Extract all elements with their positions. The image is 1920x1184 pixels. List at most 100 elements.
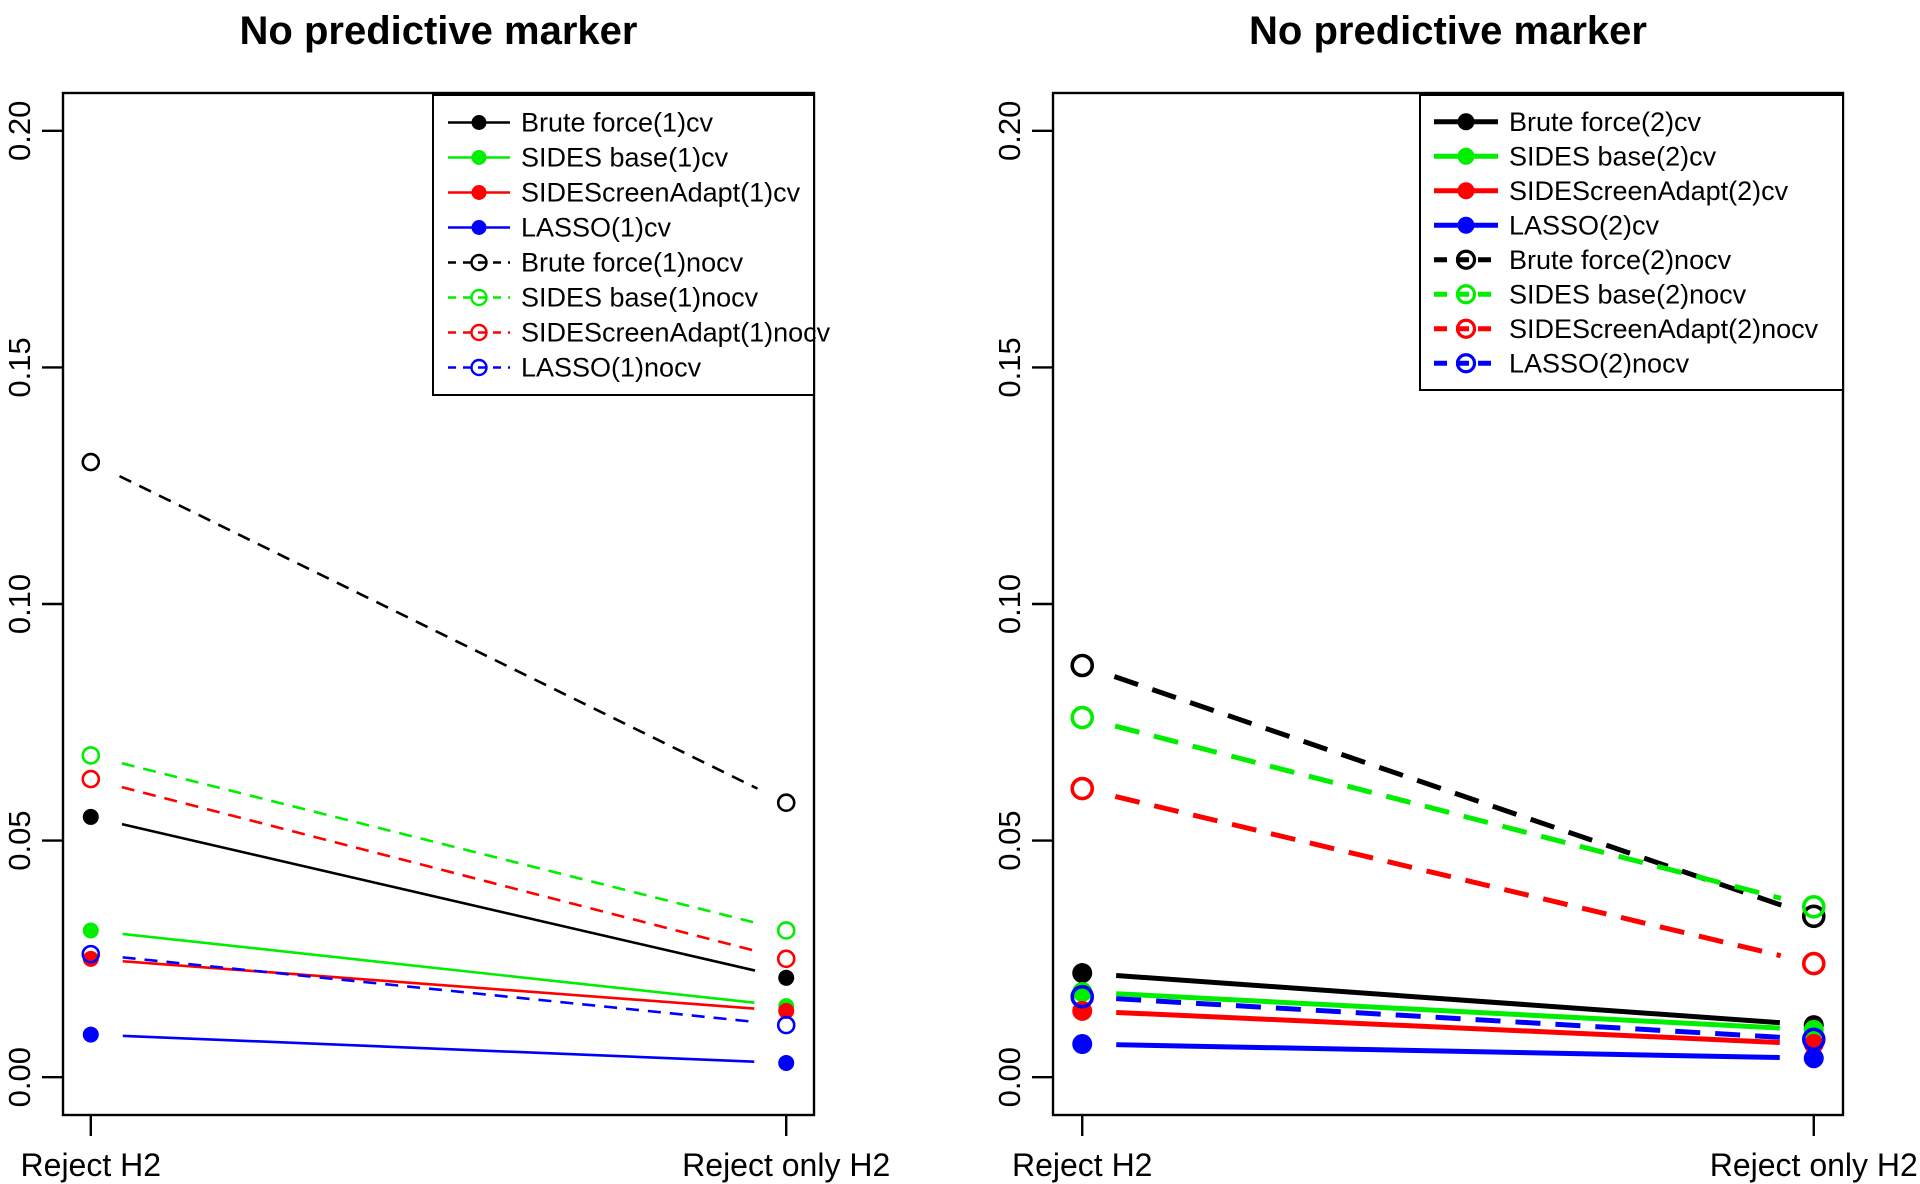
series-line-SIDES base(1)nocv	[121, 761, 756, 924]
legend-marker-sample	[1455, 353, 1477, 374]
series-line-LASSO(1)nocv	[122, 956, 755, 1024]
series-line-SIDES base(1)cv	[122, 932, 755, 1005]
legend-marker-sample	[1455, 249, 1477, 270]
legend-marker-sample	[1455, 318, 1477, 339]
legend-entry: LASSO(2)cv	[1434, 210, 1660, 240]
legend-entry: LASSO(1)nocv	[448, 353, 702, 383]
x-tick-label: Reject only H2	[682, 1147, 890, 1183]
legend-label: SIDEScreenAdapt(1)nocv	[521, 318, 831, 348]
y-tick-label: 0.05	[2, 810, 37, 870]
series-marker-SIDEScreenAdapt(1)nocv	[776, 949, 796, 969]
legend-label: SIDES base(2)nocv	[1509, 279, 1747, 309]
legend-entry: Brute force(1)cv	[448, 108, 714, 138]
series-marker-SIDEScreenAdapt(2)nocv	[1801, 951, 1826, 976]
series-line-SIDEScreenAdapt(2)cv	[1116, 1009, 1780, 1045]
legend-marker-sample	[471, 220, 487, 235]
series-marker-Brute force(1)cv	[778, 969, 795, 986]
legend-marker-sample	[1457, 216, 1475, 234]
legend-label: SIDES base(2)cv	[1509, 141, 1717, 171]
panel-1: No predictive marker 0.00 0.05 0.10 0.15 0.20…	[2, 9, 890, 1183]
series-marker-LASSO(1)cv	[778, 1054, 795, 1071]
legend-label: Brute force(1)cv	[521, 108, 714, 138]
legend-label: LASSO(1)nocv	[521, 353, 702, 383]
y-tick-label: 0.20	[2, 101, 37, 161]
legend-box	[432, 94, 815, 396]
series-marker-SIDES base(2)nocv	[1801, 895, 1826, 919]
legend-entry: Brute force(2)cv	[1434, 107, 1702, 137]
series-marker-LASSO(2)nocv	[1070, 984, 1095, 1009]
series-marker-LASSO(1)cv	[82, 1026, 99, 1043]
legend-marker-sample	[471, 185, 487, 200]
series-line-SIDES base(2)cv	[1116, 991, 1780, 1031]
series-marker-SIDES base(1)nocv	[776, 921, 796, 940]
series-marker-Brute force(2)nocv	[1070, 653, 1095, 678]
series-marker-SIDES base(1)nocv	[81, 746, 101, 765]
y-tick-label: 0.10	[992, 574, 1027, 634]
legend-entry: Brute force(2)nocv	[1434, 245, 1732, 275]
series-marker-SIDEScreenAdapt(2)nocv	[1070, 776, 1095, 801]
legend: Brute force(2)cv SIDES base(2)cv SIDEScree…	[1419, 94, 1844, 391]
series-marker-Brute force(1)nocv	[776, 793, 796, 813]
legend-label: SIDEScreenAdapt(2)cv	[1509, 176, 1789, 206]
legend-marker-sample	[1457, 147, 1475, 165]
legend-entry: Brute force(1)nocv	[448, 248, 744, 278]
x-tick-label: Reject H2	[1012, 1147, 1153, 1183]
legend-entry: SIDES base(1)nocv	[448, 283, 759, 313]
legend-label: Brute force(2)cv	[1509, 107, 1702, 137]
series-line-Brute force(1)nocv	[118, 474, 759, 790]
series-marker-Brute force(1)cv	[82, 808, 99, 825]
legend-label: SIDEScreenAdapt(2)nocv	[1509, 314, 1819, 344]
legend-marker-sample	[1457, 113, 1475, 131]
legend-label: LASSO(2)cv	[1509, 210, 1660, 240]
legend-label: LASSO(1)cv	[521, 213, 672, 243]
legend-entry: SIDES base(2)nocv	[1434, 279, 1747, 309]
series-marker-LASSO(2)cv	[1803, 1048, 1824, 1069]
legend-entry: SIDES base(1)cv	[448, 143, 729, 173]
chart-title: No predictive marker	[1249, 9, 1647, 53]
series-marker-LASSO(1)nocv	[81, 944, 101, 964]
series-line-SIDEScreenAdapt(1)nocv	[121, 785, 756, 953]
series-line-Brute force(2)cv	[1115, 972, 1781, 1026]
series-marker-Brute force(2)nocv	[1801, 904, 1826, 929]
legend-entry: SIDEScreenAdapt(2)cv	[1434, 176, 1789, 206]
legend-entry: SIDES base(2)cv	[1434, 141, 1717, 171]
legend-entry: SIDEScreenAdapt(2)nocv	[1434, 314, 1819, 344]
x-tick-label: Reject only H2	[1710, 1147, 1918, 1183]
legend-marker-sample	[470, 288, 488, 307]
legend-marker-sample	[1457, 182, 1475, 200]
series-line-SIDES base(2)nocv	[1114, 723, 1782, 901]
legend-label: SIDES base(1)cv	[521, 143, 729, 173]
series-line-LASSO(2)nocv	[1116, 996, 1780, 1040]
legend-entry: LASSO(2)nocv	[1434, 348, 1690, 378]
legend-label: SIDES base(1)nocv	[521, 283, 759, 313]
legend-marker-sample	[471, 150, 487, 165]
legend-entry: LASSO(1)cv	[448, 213, 672, 243]
series-marker-LASSO(1)nocv	[776, 1015, 796, 1035]
y-tick-label: 0.10	[2, 574, 37, 634]
legend: Brute force(1)cv SIDES base(1)cv SIDEScree…	[432, 94, 831, 396]
series-marker-SIDEScreenAdapt(1)cv	[82, 950, 99, 967]
y-tick-label: 0.20	[992, 101, 1027, 161]
series-line-Brute force(1)cv	[121, 822, 756, 972]
series-marker-Brute force(1)nocv	[81, 452, 101, 472]
legend-label: Brute force(1)nocv	[521, 248, 744, 278]
legend-label: SIDEScreenAdapt(1)cv	[521, 178, 801, 208]
series-marker-Brute force(2)cv	[1072, 963, 1093, 984]
legend-label: LASSO(2)nocv	[1509, 348, 1690, 378]
legend-entry: SIDEScreenAdapt(1)cv	[448, 178, 801, 208]
legend-marker-sample	[471, 115, 487, 130]
y-tick-label: 0.15	[992, 337, 1027, 397]
legend-box	[1419, 94, 1844, 391]
series-marker-SIDEScreenAdapt(1)nocv	[81, 769, 101, 789]
y-tick-label: 0.00	[2, 1047, 37, 1107]
x-tick-label: Reject H2	[21, 1147, 162, 1183]
panel-2: No predictive marker 0.00 0.05 0.10 0.15 0.20…	[992, 9, 1918, 1183]
series-marker-LASSO(2)nocv	[1801, 1027, 1826, 1052]
series-marker-SIDES base(2)nocv	[1070, 705, 1095, 730]
series-marker-LASSO(2)cv	[1072, 1034, 1093, 1055]
series-marker-SIDEScreenAdapt(1)cv	[778, 1002, 795, 1019]
legend-label: Brute force(2)nocv	[1509, 245, 1732, 275]
chart-title: No predictive marker	[240, 9, 638, 53]
